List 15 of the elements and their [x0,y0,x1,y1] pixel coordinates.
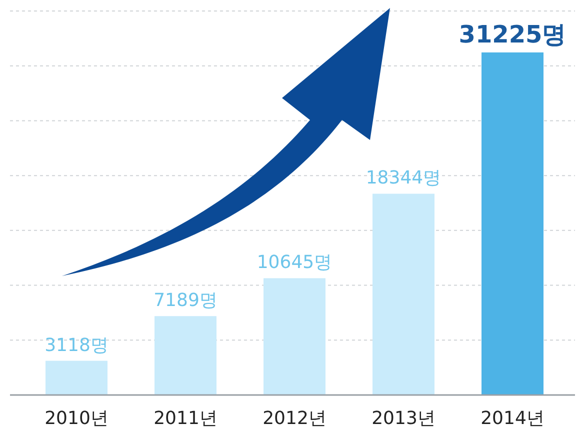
x-tick-label: 2012년 [262,408,326,429]
data-label: 7189명 [154,290,218,312]
bar [372,194,434,395]
bar [482,52,544,395]
x-tick-label: 2011년 [154,408,218,429]
bar [264,278,326,395]
x-tick-label: 2013년 [372,408,436,429]
data-label: 18344명 [366,168,442,189]
x-tick-label: 2010년 [44,408,108,429]
bar [46,360,108,395]
data-label: 31225명 [458,20,566,48]
x-tick-label: 2014년 [480,408,544,429]
data-label: 10645명 [256,252,332,274]
bar [154,316,216,395]
data-label: 3118명 [44,334,108,356]
